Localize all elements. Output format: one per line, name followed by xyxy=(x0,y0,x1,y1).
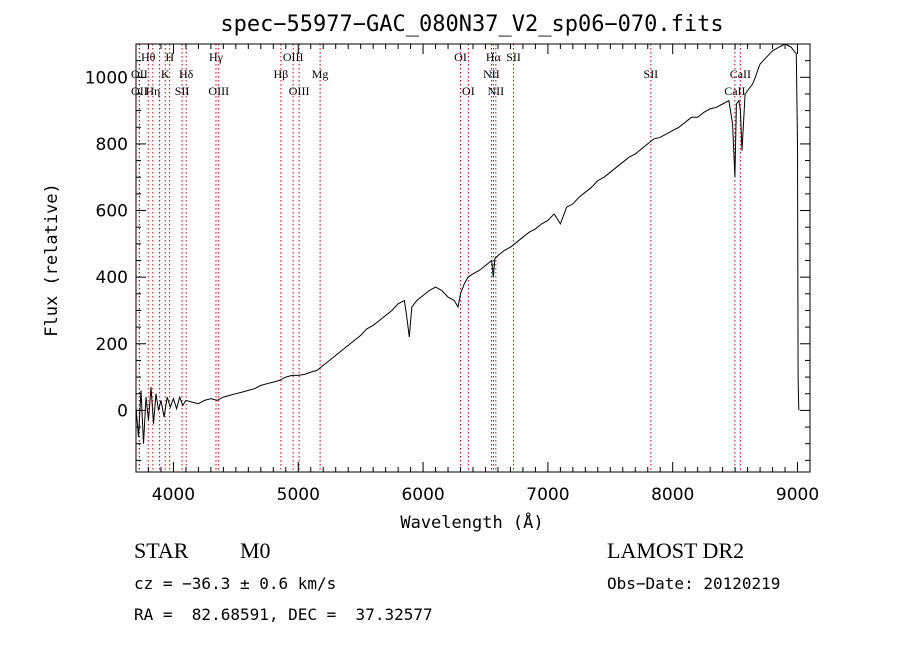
x-axis-label: Wavelength (Å) xyxy=(400,511,543,533)
x-tick-label: 6000 xyxy=(401,485,444,505)
survey-name: LAMOST DR2 xyxy=(607,538,745,563)
line-marker-label-6: K xyxy=(161,67,170,81)
y-tick-label: 1000 xyxy=(85,68,128,88)
y-tick-label: 400 xyxy=(96,268,128,288)
object-subclass: M0 xyxy=(240,538,271,563)
line-marker-label-20: SII xyxy=(506,50,521,64)
x-tick-label: 7000 xyxy=(526,485,569,505)
x-tick-label: 5000 xyxy=(277,485,320,505)
redshift-info: cz = −36.3 ± 0.6 km/s xyxy=(134,574,337,593)
line-marker-label-23: CaII xyxy=(724,84,745,98)
y-axis-label: Flux (relative) xyxy=(42,183,62,337)
line-marker-label-8: SII xyxy=(175,84,190,98)
line-marker-label-15: OI xyxy=(454,50,467,64)
line-marker-label-11: OIII xyxy=(283,50,304,64)
spectrum-series xyxy=(135,43,800,444)
y-tick-label: 0 xyxy=(117,401,128,421)
line-marker-label-18: NII xyxy=(483,67,500,81)
y-tick-label: 200 xyxy=(96,335,128,355)
x-tick-label: 4000 xyxy=(152,485,195,505)
y-tick-label: 800 xyxy=(96,135,128,155)
spectrum-line xyxy=(135,43,800,444)
plot-frame xyxy=(135,43,811,473)
line-marker-label-13: OIII xyxy=(289,84,310,98)
line-marker-label-10: OIII xyxy=(208,84,229,98)
line-marker-label-9: Hγ xyxy=(209,50,224,64)
line-marker-label-5: H xyxy=(165,50,174,64)
line-marker-label-14: Mg xyxy=(312,67,329,81)
line-marker-label-12: Hβ xyxy=(274,67,289,81)
x-axis: 4000 5000 6000 7000 8000 9000 xyxy=(135,44,819,505)
coordinates-info: RA = 82.68591, DEC = 37.32577 xyxy=(134,605,433,624)
line-marker-label-16: OI xyxy=(462,84,475,98)
line-marker-label-0: Hθ xyxy=(141,50,156,64)
line-marker-label-7: Hδ xyxy=(179,67,194,81)
line-marker-label-2: OII xyxy=(131,84,148,98)
y-tick-label: 600 xyxy=(96,202,128,222)
line-marker-label-21: SII xyxy=(644,67,659,81)
line-marker-label-3: Hη xyxy=(145,84,160,98)
line-marker-label-17: Hα xyxy=(486,50,502,64)
line-marker-label-22: CaII xyxy=(730,67,751,81)
object-class: STAR xyxy=(134,538,189,563)
y-axis: 0 200 400 600 800 1000 xyxy=(85,43,810,461)
x-tick-label: 8000 xyxy=(651,485,694,505)
line-marker-label-19: NII xyxy=(488,84,505,98)
observation-date: Obs−Date: 20120219 xyxy=(607,574,781,593)
x-tick-label: 9000 xyxy=(776,485,819,505)
chart-title: spec−55977−GAC_080N37_V2_sp06−070.fits xyxy=(220,12,723,37)
